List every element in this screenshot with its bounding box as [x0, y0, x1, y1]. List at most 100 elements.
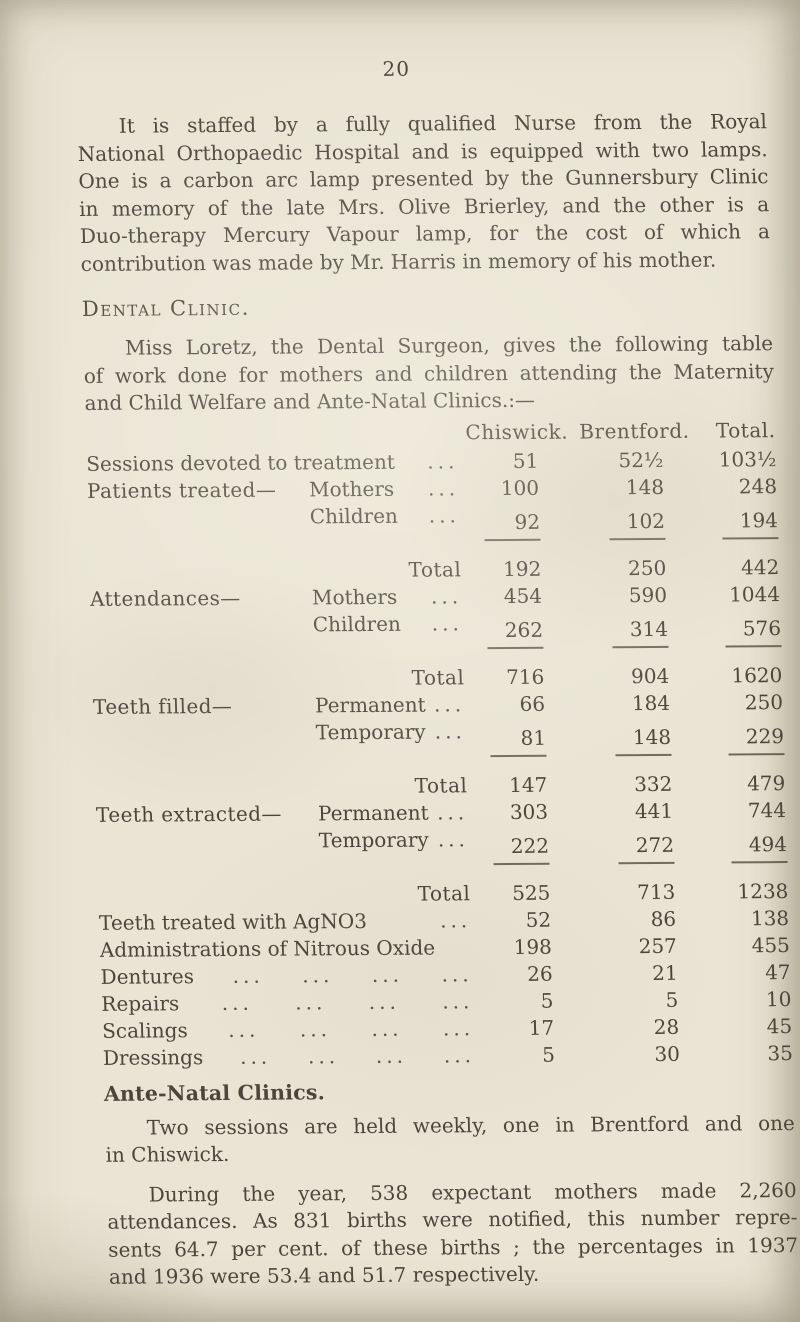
text-line: One is a carbon arc lamp presented by th… — [78, 164, 769, 193]
dot-leader: ... — [371, 962, 404, 987]
cell-chiswick: 5 — [540, 988, 554, 1013]
cell-brentford — [558, 527, 684, 555]
cell-total — [686, 635, 782, 663]
cell-total: 1044 — [728, 581, 781, 606]
table-row: Attendances— Mothers... 454 590 1044 — [90, 581, 781, 613]
cell-total: 45 — [766, 1013, 793, 1038]
row-item: Permanent — [314, 692, 426, 717]
row-item: Permanent — [317, 800, 429, 825]
cell-brentford — [564, 743, 690, 771]
cell-brentford — [561, 635, 687, 663]
row-label: Teeth filled— Permanent... — [93, 691, 474, 721]
sum-rule — [487, 646, 544, 650]
row-item: Dentures — [100, 963, 195, 989]
row-label-full: Administrations of Nitrous Oxide — [99, 934, 472, 964]
sum-rule — [731, 861, 788, 864]
row-item: Temporary — [315, 719, 426, 744]
total-label: Total — [411, 664, 465, 690]
cell-chiswick — [471, 636, 562, 664]
scanned-page: 20 It is staffed by a fully qualified Nu… — [76, 56, 799, 1289]
text-line: Miss Loretz, the Dental Surgeon, gives t… — [124, 331, 774, 360]
cell-chiswick: 303 — [509, 799, 549, 824]
text-line: sents 64.7 per cent. of these births ; t… — [107, 1232, 799, 1262]
cell-chiswick — [474, 744, 565, 772]
page-number: 20 — [382, 56, 411, 81]
dot-leader: ... — [431, 610, 464, 636]
cell-brentford: 257 — [638, 933, 678, 958]
dot-leader: ... — [227, 1017, 260, 1042]
dot-leader: ... — [441, 961, 473, 986]
row-item: Dressings — [102, 1044, 204, 1070]
sum-rule — [728, 753, 785, 756]
dot-leader: ... — [371, 1016, 403, 1041]
dot-leader: ... — [301, 962, 334, 987]
dental-clinic-heading: Dental Clinic. — [81, 295, 251, 321]
cell-chiswick: 26 — [526, 961, 553, 986]
cell-chiswick: 716 — [505, 664, 545, 689]
row-item: Mothers — [308, 476, 395, 501]
row-item-wrap: Children... — [312, 610, 463, 638]
cell-chiswick: 147 — [508, 772, 548, 797]
cell-brentford: 86 — [650, 906, 677, 931]
row-item: Mothers — [311, 584, 398, 609]
row-item: Children — [312, 611, 402, 636]
cell-total: 35 — [767, 1040, 794, 1065]
dot-leader: ... — [428, 502, 461, 528]
row-label-full: Teeth treated with AgNO3... — [99, 907, 472, 937]
text-line: It is staffed by a fully qualified Nurse… — [118, 109, 768, 138]
row-label: Attendances— Mothers... — [90, 583, 471, 613]
text-line: Duo-therapy Mercury Vapour lamp, for the… — [79, 219, 771, 248]
row-label — [98, 866, 478, 869]
cell-brentford: 904 — [630, 663, 670, 688]
dot-leader: ... — [443, 1042, 476, 1067]
cell-total: 10 — [765, 986, 792, 1011]
cell-total: 47 — [764, 959, 791, 984]
cell-total — [689, 743, 785, 771]
cell-chiswick: 51 — [512, 448, 539, 473]
row-label — [95, 758, 475, 761]
row-label: Total — [98, 880, 479, 910]
cell-chiswick: 66 — [519, 691, 546, 716]
cell-chiswick — [477, 852, 568, 880]
table-row: Teeth extracted— Permanent... 303 441 744 — [96, 797, 787, 829]
cell-brentford: 184 — [631, 690, 671, 715]
table-row: Dressings............ 5 30 35 — [102, 1040, 794, 1072]
dot-leader: ... — [439, 907, 472, 932]
row-item-wrap: Permanent... — [315, 691, 466, 719]
row-category: Teeth extracted— — [95, 801, 283, 827]
sum-rule — [615, 753, 672, 757]
cell-total: 1238 — [737, 878, 789, 903]
dot-leader: ... — [426, 448, 459, 474]
row-item: Children — [309, 503, 399, 528]
table-row: Teeth filled— Permanent... 66 184 250 — [93, 689, 784, 721]
row-label: Patients treated— Mothers... — [87, 475, 468, 505]
cell-brentford: 590 — [628, 582, 668, 607]
row-item-wrap: Temporary... — [315, 718, 466, 746]
dot-leader: ... — [368, 989, 401, 1014]
row-label: Teeth extracted— Permanent... — [96, 799, 477, 829]
dot-leader: ... — [430, 583, 463, 609]
row-category: Attendances— — [89, 585, 241, 611]
dot-leader: ... — [232, 963, 264, 988]
cell-brentford: 5 — [665, 987, 679, 1012]
cell-brentford: 52½ — [618, 447, 664, 472]
row-category — [87, 503, 310, 532]
cell-total: 138 — [750, 905, 790, 930]
row-category — [90, 611, 313, 640]
ante-natal-heading: Ante-Natal Clinics. — [103, 1079, 326, 1106]
table-row: Patients treated— Mothers... 100 148 248 — [87, 473, 778, 505]
row-item: Sessions devoted to treatment — [85, 449, 396, 476]
intro-paragraph: It is staffed by a fully qualified Nurse… — [76, 108, 771, 278]
text-line: and Child Welfare and Ante-Natal Clinics… — [84, 387, 536, 415]
cell-chiswick: 100 — [500, 475, 540, 500]
cell-chiswick: 17 — [528, 1015, 555, 1040]
row-label: Teeth treated with AgNO3... — [99, 907, 480, 937]
dental-clinic-paragraph: Miss Loretz, the Dental Surgeon, gives t… — [83, 330, 775, 417]
row-label: Total — [92, 664, 473, 694]
row-label-spread: Dressings............ — [102, 1042, 476, 1072]
cell-chiswick: 192 — [502, 556, 542, 581]
row-label: Administrations of Nitrous Oxide — [99, 934, 480, 964]
row-category — [93, 719, 316, 748]
cell-chiswick: 52 — [525, 907, 552, 932]
cell-total: 744 — [747, 797, 787, 822]
